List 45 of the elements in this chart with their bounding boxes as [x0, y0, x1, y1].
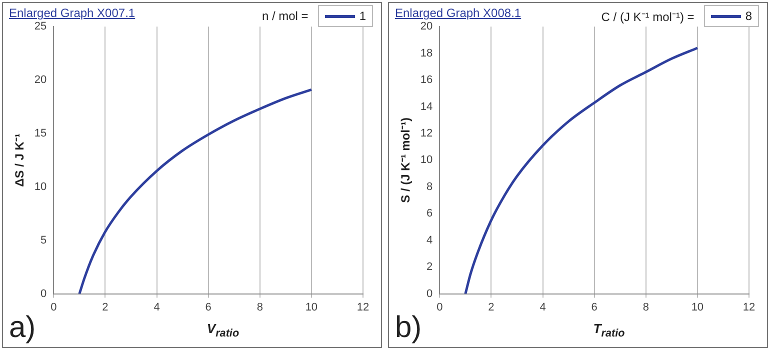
x-tick-label: 8	[256, 301, 263, 314]
legend-title: C / (J K⁻¹ mol⁻¹) =	[601, 8, 694, 24]
x-tick-label: 0	[50, 301, 57, 314]
x-axis-title: T$_{ratio}$	[592, 321, 626, 340]
x-tick-label: 6	[205, 301, 212, 314]
x-tick-label: 0	[436, 301, 443, 314]
y-axis-title: ΔS / J K⁻¹	[12, 134, 27, 187]
legend-label: 1	[359, 9, 366, 23]
chart-title: Enlarged Graph X008.1	[395, 6, 522, 20]
y-tick-label: 18	[420, 47, 433, 60]
y-tick-label: 20	[34, 74, 47, 86]
x-axis-title: V$_{ratio}$	[206, 321, 240, 340]
text: a)	[9, 311, 36, 345]
line-series	[464, 46, 699, 294]
line-series	[78, 88, 313, 294]
x-tick-label: 10	[691, 301, 704, 314]
x-tick-label: 2	[102, 301, 108, 314]
legend-title: n / mol =	[262, 9, 308, 23]
x-tick-label: 12	[356, 301, 370, 314]
y-tick-label: 16	[420, 74, 433, 86]
y-tick-label: 25	[34, 20, 47, 33]
y-tick-label: 4	[426, 234, 433, 246]
y-tick-label: 12	[420, 128, 433, 140]
x-tick-label: 4	[154, 301, 160, 314]
y-tick-label: 5	[40, 234, 47, 246]
x-tick-label: 10	[305, 301, 318, 314]
y-tick-label: 6	[426, 208, 433, 220]
y-tick-label: 0	[40, 288, 47, 300]
x-tick-label: 6	[591, 301, 598, 314]
y-tick-label: 14	[420, 100, 433, 113]
x-tick-label: 12	[742, 301, 756, 314]
y-tick-label: 15	[34, 128, 47, 140]
chart-title: Enlarged Graph X007.1	[9, 6, 136, 20]
x-tick-label: 4	[540, 301, 546, 314]
x-tick-label: 8	[642, 301, 649, 314]
y-tick-label: 20	[420, 20, 433, 33]
y-tick-label: 2	[426, 261, 433, 274]
text: b)	[395, 311, 422, 345]
y-tick-label: 10	[420, 154, 433, 166]
y-tick-label: 10	[34, 180, 47, 193]
y-tick-label: 0	[426, 288, 433, 300]
y-tick-label: 8	[426, 180, 433, 193]
legend-label: 8	[745, 9, 752, 23]
x-tick-label: 2	[488, 301, 494, 314]
y-axis-title: S / (J K⁻¹ mol⁻¹)	[398, 118, 413, 203]
